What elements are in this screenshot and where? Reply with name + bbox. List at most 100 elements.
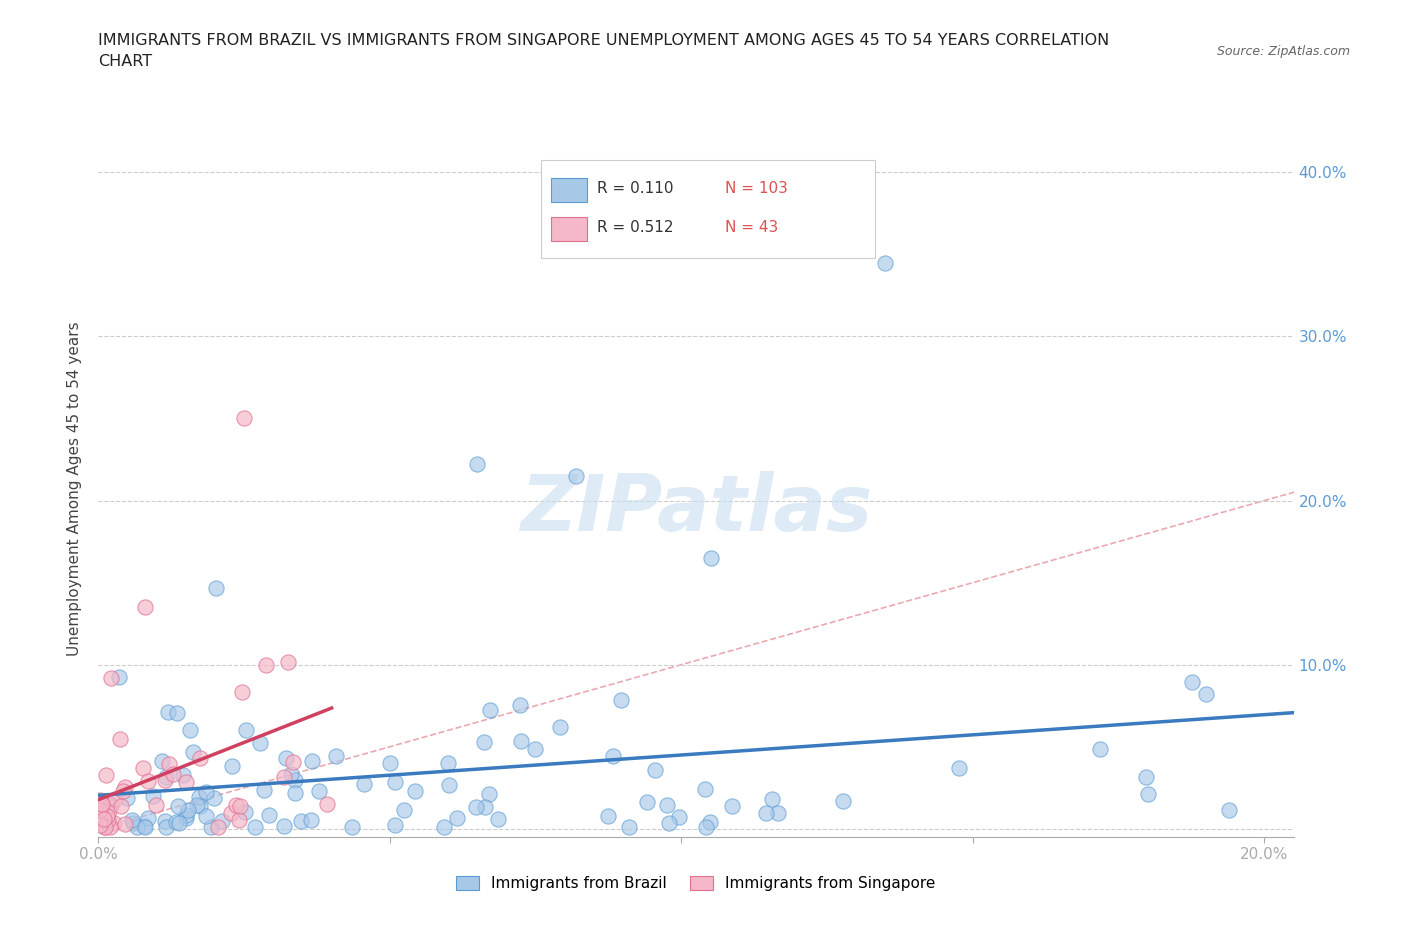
Point	[98, 804, 121, 818]
Point	[225, 798, 247, 813]
Point	[658, 816, 681, 830]
Point	[637, 795, 659, 810]
Point	[284, 785, 307, 800]
Point	[235, 723, 257, 737]
Point	[565, 469, 588, 484]
Point	[100, 671, 122, 685]
Point	[384, 817, 406, 832]
Point	[273, 769, 295, 784]
Point	[195, 808, 218, 823]
Point	[766, 805, 789, 820]
Point	[157, 757, 180, 772]
Point	[404, 784, 426, 799]
Point	[231, 684, 253, 699]
Point	[150, 753, 173, 768]
Point	[474, 799, 496, 814]
Y-axis label: Unemployment Among Ages 45 to 54 years: Unemployment Among Ages 45 to 54 years	[67, 321, 83, 656]
Point	[186, 797, 208, 812]
Point	[353, 777, 375, 791]
Point	[188, 751, 211, 765]
Point	[509, 698, 531, 712]
Point	[166, 706, 188, 721]
Point	[1218, 803, 1240, 817]
Point	[228, 813, 250, 828]
Point	[94, 819, 117, 834]
Point	[89, 803, 111, 817]
Point	[315, 796, 337, 811]
Point	[176, 808, 198, 823]
Point	[131, 761, 153, 776]
Point	[165, 815, 187, 830]
Point	[98, 819, 121, 834]
Point	[1137, 787, 1160, 802]
Point	[256, 658, 278, 672]
Point	[1181, 674, 1204, 689]
Point	[249, 736, 271, 751]
Point	[257, 808, 280, 823]
Text: ZIPatlas: ZIPatlas	[520, 472, 872, 547]
Point	[290, 814, 312, 829]
Point	[117, 790, 139, 805]
Point	[167, 799, 190, 814]
Point	[188, 799, 211, 814]
Point	[98, 799, 121, 814]
Point	[93, 811, 115, 826]
Point	[155, 769, 177, 784]
Point	[281, 755, 304, 770]
Point	[253, 783, 276, 798]
Point	[134, 819, 156, 834]
Point	[97, 813, 120, 828]
Point	[174, 811, 197, 826]
Point	[110, 732, 132, 747]
Point	[93, 814, 115, 829]
Point	[122, 816, 145, 830]
Point	[114, 779, 136, 794]
Point	[103, 816, 125, 830]
Point	[550, 720, 572, 735]
Point	[233, 411, 256, 426]
Point	[437, 756, 460, 771]
Point	[465, 800, 488, 815]
Point	[177, 803, 200, 817]
Point	[301, 813, 323, 828]
Point	[598, 808, 620, 823]
Point	[136, 811, 159, 826]
Point	[125, 819, 148, 834]
Point	[699, 551, 721, 565]
Point	[243, 819, 266, 834]
Point	[121, 812, 143, 827]
Point	[610, 693, 633, 708]
Point	[1195, 686, 1218, 701]
Point	[221, 759, 243, 774]
Point	[138, 774, 160, 789]
Point	[437, 777, 460, 792]
Point	[467, 457, 489, 472]
Point	[108, 670, 131, 684]
Point	[325, 749, 347, 764]
Point	[97, 816, 120, 830]
Point	[94, 819, 117, 834]
Point	[699, 815, 721, 830]
Point	[277, 655, 299, 670]
Point	[875, 255, 897, 270]
Point	[195, 785, 218, 800]
Point	[655, 798, 678, 813]
Point	[155, 819, 177, 834]
Point	[301, 753, 323, 768]
Point	[162, 766, 184, 781]
Point	[91, 797, 114, 812]
Point	[153, 773, 176, 788]
Point	[89, 817, 111, 832]
Point	[169, 816, 191, 830]
Point	[486, 812, 509, 827]
Point	[273, 818, 295, 833]
Point	[181, 745, 204, 760]
Point	[479, 702, 502, 717]
Point	[98, 796, 121, 811]
Point	[153, 814, 176, 829]
Point	[280, 766, 302, 781]
Point	[831, 793, 853, 808]
Point	[617, 819, 640, 834]
Point	[112, 783, 135, 798]
Point	[392, 803, 415, 817]
